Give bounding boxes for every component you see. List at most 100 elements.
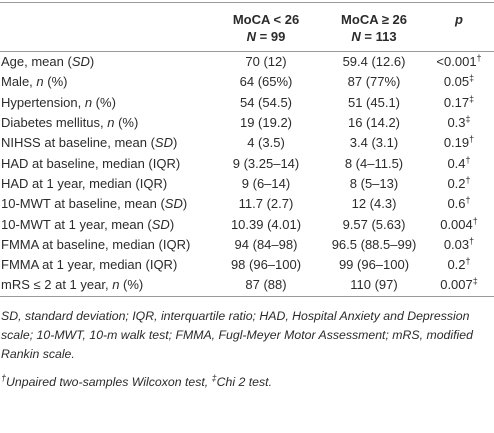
value-cell: 59.4 (12.6) — [342, 54, 406, 70]
table-row: Age, mean (SD) 70 (12) 59.4 (12.6) <0.001† — [0, 52, 494, 73]
value-cell: 9 (6–14) — [241, 175, 291, 191]
label-part: n — [36, 74, 44, 90]
table-row: 10-MWT at 1 year, mean (SD) 10.39 (4.01) 9… — [0, 214, 494, 234]
label-part: (%) — [92, 94, 116, 110]
tests-part: ‡ — [211, 372, 217, 383]
label-part: ) — [172, 135, 178, 151]
value-cell: 87 (77%) — [347, 74, 401, 90]
p-value-cell: 0.19† — [424, 133, 494, 153]
test-marker: † — [469, 235, 475, 246]
test-marker: † — [465, 154, 471, 165]
row-label: Hypertension, n (%) — [0, 93, 208, 113]
p-value: <0.001 — [436, 54, 477, 70]
p-value: 0.05 — [443, 74, 470, 90]
label-part: HAD at 1 year, median (IQR) — [1, 175, 168, 191]
value-cell: 87 (88) — [245, 277, 287, 293]
test-marker: † — [472, 215, 478, 226]
p-value: 0.3 — [447, 115, 466, 131]
table-row: Hypertension, n (%) 54 (54.5) 51 (45.1) 0.1… — [0, 93, 494, 113]
value-cell: 3.4 (3.1) — [349, 135, 399, 151]
row-label: HAD at 1 year, median (IQR) — [0, 174, 208, 194]
table-row: HAD at baseline, median (IQR) 9 (3.25–14)… — [0, 153, 494, 173]
row-label: 10-MWT at 1 year, mean (SD) — [0, 214, 208, 234]
label-part: n — [84, 94, 93, 110]
table-row: Diabetes mellitus, n (%) 19 (19.2) 16 (14.… — [0, 113, 494, 133]
row-label: HAD at baseline, median (IQR) — [0, 153, 208, 173]
label-part: ) — [182, 196, 188, 212]
header-label: MoCA < 26 — [232, 12, 300, 27]
label-part: SD — [164, 196, 183, 212]
p-value: 0.007 — [440, 277, 473, 293]
test-marker: † — [465, 174, 471, 185]
header-cell: p — [424, 2, 494, 52]
table-row: HAD at 1 year, median (IQR) 9 (6–14) 8 (5–… — [0, 174, 494, 194]
value-cell: 51 (45.1) — [347, 94, 401, 110]
value-cell: 10.39 (4.01) — [230, 216, 302, 232]
data-table: MoCA < 26 N = 99 MoCA ≥ 26 N = 113 p Age, me… — [0, 2, 494, 297]
value-cell: 4 (3.5) — [247, 135, 285, 151]
label-part: (%) — [114, 115, 139, 131]
table-row: Male, n (%) 64 (65%) 87 (77%) 0.05‡ — [0, 72, 494, 92]
header-count: N — [246, 29, 257, 44]
value-cell: 8 (5–13) — [349, 175, 399, 191]
label-part: 10-MWT at 1 year, mean ( — [1, 216, 152, 232]
value-cell: 94 (84–98) — [234, 236, 298, 252]
test-marker: ‡ — [469, 73, 475, 84]
label-part: 10-MWT at baseline, mean ( — [1, 196, 165, 212]
header-cell: MoCA ≥ 26 N = 113 — [324, 2, 424, 52]
header-cell — [0, 2, 208, 52]
table-row: mRS ≤ 2 at 1 year, n (%) 87 (88) 110 (97) 0… — [0, 275, 494, 296]
row-label: FMMA at 1 year, median (IQR) — [0, 255, 208, 275]
value-cell: 19 (19.2) — [239, 115, 293, 131]
value-cell: 110 (97) — [350, 277, 398, 293]
tests-part: Unpaired two-samples Wilcoxon test, — [6, 374, 212, 389]
label-part: Hypertension, — [1, 94, 85, 110]
test-marker: † — [469, 134, 475, 145]
p-value-cell: 0.007‡ — [424, 275, 494, 296]
label-part: Male, — [1, 74, 37, 90]
header-row: MoCA < 26 N = 99 MoCA ≥ 26 N = 113 p — [0, 2, 494, 52]
label-part: n — [107, 115, 115, 131]
label-part: NIHSS at baseline, mean ( — [1, 135, 155, 151]
label-part: (%) — [119, 277, 144, 293]
tests-note: †Unpaired two-samples Wilcoxon test, ‡Ch… — [1, 373, 492, 392]
label-part: HAD at baseline, median (IQR) — [1, 155, 181, 171]
p-value: 0.2 — [447, 257, 466, 273]
label-part: SD — [71, 54, 90, 70]
header-count: N — [351, 29, 361, 44]
label-part: mRS ≤ 2 at 1 year, — [1, 277, 113, 293]
label-part: FMMA at 1 year, median (IQR) — [1, 257, 178, 273]
test-marker: ‡ — [465, 114, 471, 125]
value-cell: 64 (65%) — [239, 74, 293, 90]
value-cell: 54 (54.5) — [239, 94, 293, 110]
p-value: 0.17 — [443, 94, 470, 110]
value-cell: 99 (96–100) — [338, 257, 410, 273]
p-value-cell: 0.6† — [424, 194, 494, 214]
row-label: 10-MWT at baseline, mean (SD) — [0, 194, 208, 214]
row-label: Age, mean (SD) — [0, 52, 208, 73]
header-label: p — [455, 12, 463, 27]
row-label: Diabetes mellitus, n (%) — [0, 113, 208, 133]
table-figure: MoCA < 26 N = 99 MoCA ≥ 26 N = 113 p Age, me… — [0, 2, 494, 392]
p-value-cell: 0.2† — [424, 174, 494, 194]
value-cell: 70 (12) — [245, 54, 287, 70]
label-part: n — [112, 277, 120, 293]
value-cell: 12 (4.3) — [351, 196, 397, 212]
p-value-cell: 0.05‡ — [424, 72, 494, 92]
tests-part: † — [1, 372, 7, 383]
p-value: 0.19 — [443, 135, 470, 151]
header-count: = 113 — [360, 29, 397, 44]
value-cell: 96.5 (88.5–99) — [331, 236, 417, 252]
abbreviations-note: SD, standard deviation; IQR, interquarti… — [1, 308, 473, 361]
p-value-cell: 0.3‡ — [424, 113, 494, 133]
test-marker: † — [476, 53, 482, 64]
row-label: FMMA at baseline, median (IQR) — [0, 235, 208, 255]
test-marker: † — [465, 195, 471, 206]
p-value: 0.2 — [447, 175, 466, 191]
p-value-cell: <0.001† — [424, 52, 494, 73]
label-part: FMMA at baseline, median (IQR) — [1, 236, 191, 252]
footnotes: SD, standard deviation; IQR, interquarti… — [0, 297, 494, 392]
label-part: (%) — [43, 74, 68, 90]
table-row: 10-MWT at baseline, mean (SD) 11.7 (2.7) 1… — [0, 194, 494, 214]
table-row: NIHSS at baseline, mean (SD) 4 (3.5) 3.4 (… — [0, 133, 494, 153]
